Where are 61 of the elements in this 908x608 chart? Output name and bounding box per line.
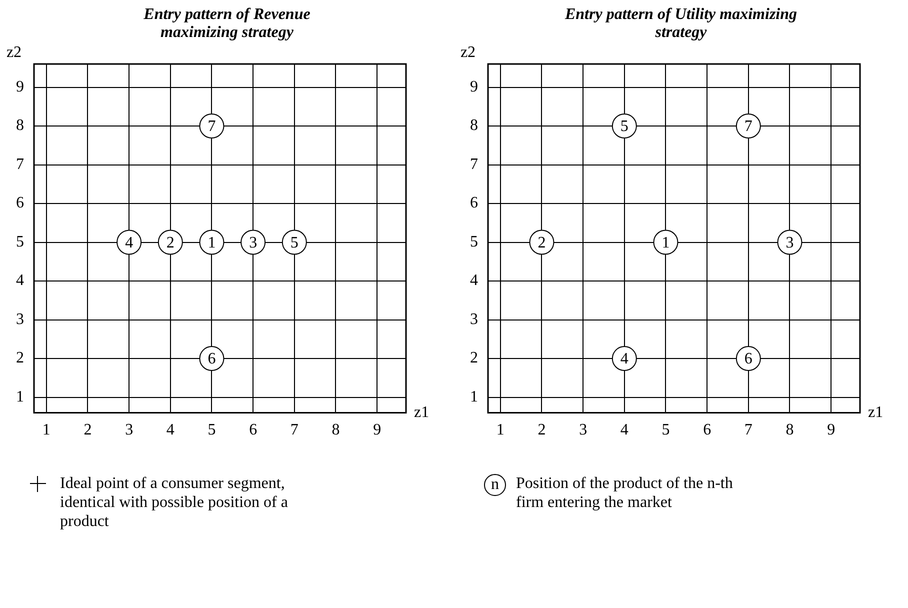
x-tick-label: 7 [744, 422, 752, 439]
series-label: 2 [538, 234, 546, 252]
x-tick-label: 1 [496, 422, 504, 439]
y-tick-label: 1 [16, 388, 24, 406]
text: Ideal point of a consumer segment, identical with possible position of a product [60, 474, 289, 531]
y-tick-label: 1 [470, 388, 478, 406]
x-tick-label: 1 [42, 422, 50, 439]
y-tick-label: 7 [470, 156, 478, 173]
text: Position of the product of the n-th firm entering the market [516, 474, 734, 512]
y-tick-label: 2 [16, 350, 24, 367]
x-axis-title: z1 [868, 404, 884, 422]
x-tick-label: 7 [290, 422, 298, 439]
series-label: 6 [744, 350, 752, 368]
x-tick-label: 6 [249, 422, 258, 439]
series-label: 3 [249, 234, 258, 252]
series-label: 2 [166, 234, 174, 252]
y-tick-label: 4 [470, 272, 478, 290]
series-label: 3 [786, 234, 794, 252]
x-tick-label: 2 [538, 422, 546, 439]
x-tick-label: 3 [579, 422, 588, 439]
y-tick-label: 2 [470, 350, 478, 367]
series-label: 1 [208, 234, 216, 252]
x-tick-label: 3 [125, 422, 134, 439]
y-tick-label: 3 [16, 310, 24, 328]
y-tick-label: 8 [470, 117, 478, 134]
y-tick-label: 8 [16, 117, 24, 134]
x-tick-label: 5 [662, 422, 670, 439]
y-tick-label: 5 [470, 233, 478, 250]
y-tick-label: 4 [16, 272, 24, 290]
series-label: 1 [662, 234, 670, 252]
x-axis-title: z1 [414, 404, 430, 422]
x-tick-label: 4 [620, 422, 628, 439]
y-tick-label: 5 [16, 233, 24, 250]
x-tick-label: 9 [373, 422, 382, 439]
x-tick-label: 8 [786, 422, 794, 439]
x-tick-label: 5 [208, 422, 216, 439]
y-tick-label: 6 [16, 194, 24, 212]
chart-title: Entry pattern of Utility maximizing strategy [564, 6, 798, 42]
y-tick-label: 9 [16, 78, 24, 96]
y-tick-label: 9 [470, 78, 478, 96]
series-label: 7 [744, 118, 752, 136]
chart-title: Entry pattern of Revenue maximizing strategy [142, 6, 312, 42]
point [653, 230, 678, 255]
y-axis-title: z2 [460, 44, 476, 62]
series-label: 5 [620, 118, 628, 136]
series-label: 7 [208, 118, 216, 136]
series-label: 4 [125, 234, 134, 252]
x-tick-label: 2 [84, 422, 92, 439]
series-label: 6 [208, 350, 216, 368]
series-label: 4 [620, 350, 628, 368]
point [199, 230, 224, 255]
y-tick-label: 3 [470, 310, 478, 328]
x-tick-label: 4 [166, 422, 174, 439]
x-tick-label: 9 [827, 422, 836, 439]
series-label: 5 [290, 234, 298, 252]
x-tick-label: 8 [332, 422, 340, 439]
y-axis-title: z2 [6, 44, 22, 62]
x-tick-label: 6 [703, 422, 712, 439]
y-tick-label: 6 [470, 194, 478, 212]
text: n [484, 474, 506, 496]
y-tick-label: 7 [16, 156, 24, 173]
